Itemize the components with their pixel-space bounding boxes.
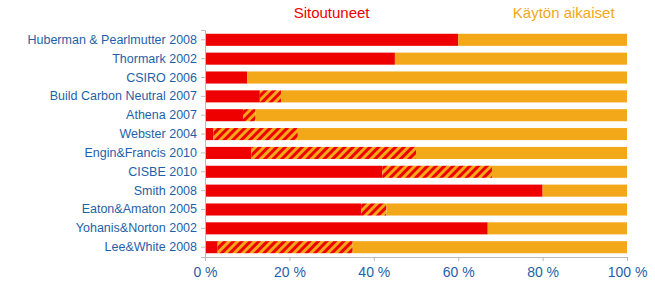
y-tick: Athena 2007 (126, 108, 205, 122)
bar-segment (205, 185, 543, 197)
y-tick: Webster 2004 (119, 127, 205, 141)
y-tick-mark (201, 134, 205, 135)
y-tick-mark (201, 77, 205, 78)
bar-segment (205, 90, 260, 102)
x-tick-label: 40 % (358, 264, 390, 280)
bar-segment (458, 34, 627, 46)
bar-segment (353, 241, 627, 253)
y-tick-mark (201, 228, 205, 229)
bars (205, 34, 627, 253)
y-axis-line (201, 31, 206, 258)
bar-segment (543, 185, 627, 197)
x-axis-line (206, 258, 628, 262)
bar-segment (243, 109, 256, 121)
x-tick: 100 % (608, 257, 648, 280)
y-tick: Engin&Francis 2010 (84, 146, 205, 160)
y-tick-label: CSIRO 2006 (126, 71, 197, 85)
y-tick-label: Lee&White 2008 (105, 240, 197, 254)
x-tick-label: 100 % (608, 264, 648, 280)
y-tick: Smith 2008 (134, 184, 205, 198)
y-tick-mark (201, 171, 205, 172)
bar-segment (361, 203, 386, 215)
bar-segment (205, 128, 213, 140)
y-tick: CISBE 2010 (128, 165, 205, 179)
bar-segment (218, 241, 353, 253)
bar-segment (247, 71, 627, 83)
y-tick-label: Huberman & Pearlmutter 2008 (27, 33, 197, 47)
y-tick: Thormark 2002 (112, 52, 205, 66)
y-tick-mark (201, 209, 205, 210)
bar-segment (386, 203, 627, 215)
x-axis: 0 % 20 % 40 % 60 % 80 % 100 % (193, 257, 647, 280)
y-tick: Eaton&Amaton 2005 (82, 202, 205, 216)
x-tick-mark (289, 257, 290, 261)
x-tick-label: 0 % (193, 264, 217, 280)
y-tick-label: Smith 2008 (134, 184, 197, 198)
y-tick-label: CISBE 2010 (128, 165, 197, 179)
bar-segment (395, 53, 627, 65)
chart-container: 0 % 20 % 40 % 60 % 80 % 100 % Huberman & Pearl… (0, 0, 655, 297)
x-tick: 0 % (193, 257, 217, 280)
bar-segment (382, 166, 492, 178)
y-tick-mark (201, 190, 205, 191)
y-tick: Huberman & Pearlmutter 2008 (27, 33, 205, 47)
plot-area: 0 % 20 % 40 % 60 % 80 % 100 % Huberman & Pearl… (27, 31, 647, 280)
x-tick: 40 % (358, 257, 390, 280)
bar-segment (205, 222, 488, 234)
bar-segment (205, 34, 458, 46)
bar-segment (492, 166, 627, 178)
x-tick-mark (627, 257, 628, 261)
y-tick-label: Webster 2004 (119, 127, 197, 141)
bar-segment (416, 147, 627, 159)
x-tick: 80 % (527, 257, 559, 280)
bar-segment (251, 147, 416, 159)
x-tick-label: 60 % (443, 264, 475, 280)
legend-label: Sitoutuneet (294, 4, 371, 21)
bar-segment (260, 90, 281, 102)
bar-segment (205, 241, 218, 253)
x-tick: 60 % (443, 257, 475, 280)
bar-segment (205, 109, 243, 121)
legend-label: Käytön aikaiset (513, 4, 616, 21)
y-tick-label: Build Carbon Neutral 2007 (50, 89, 197, 103)
y-tick-label: Thormark 2002 (112, 52, 197, 66)
y-tick: CSIRO 2006 (126, 71, 205, 85)
y-tick-label: Athena 2007 (126, 108, 197, 122)
y-axis: Huberman & Pearlmutter 2008 Thormark 2002… (27, 31, 205, 258)
y-tick: Yohanis&Norton 2002 (76, 221, 205, 235)
bar-segment (205, 71, 247, 83)
bar-segment (213, 128, 297, 140)
bar-segment (298, 128, 627, 140)
y-tick-mark (201, 152, 205, 153)
x-tick-mark (543, 257, 544, 261)
bar-segment (205, 203, 361, 215)
y-tick-mark (201, 247, 205, 248)
bar-segment (281, 90, 627, 102)
y-tick: Build Carbon Neutral 2007 (50, 89, 205, 103)
y-tick-label: Yohanis&Norton 2002 (76, 221, 197, 235)
bar-segment (205, 53, 395, 65)
bar-segment (205, 147, 251, 159)
y-tick-mark (201, 96, 205, 97)
x-tick-mark (458, 257, 459, 261)
y-tick: Lee&White 2008 (105, 240, 205, 254)
bar-segment (488, 222, 627, 234)
y-tick-label: Eaton&Amaton 2005 (82, 202, 197, 216)
x-tick-label: 80 % (527, 264, 559, 280)
bar-segment (256, 109, 627, 121)
x-tick-mark (374, 257, 375, 261)
y-tick-mark (201, 58, 205, 59)
y-tick-mark (201, 39, 205, 40)
y-tick-mark (201, 115, 205, 116)
x-tick-label: 20 % (274, 264, 306, 280)
x-tick: 20 % (274, 257, 306, 280)
bar-segment (205, 166, 382, 178)
y-tick-label: Engin&Francis 2010 (84, 146, 197, 160)
chart-svg: 0 % 20 % 40 % 60 % 80 % 100 % Huberman & Pearl… (0, 0, 655, 297)
